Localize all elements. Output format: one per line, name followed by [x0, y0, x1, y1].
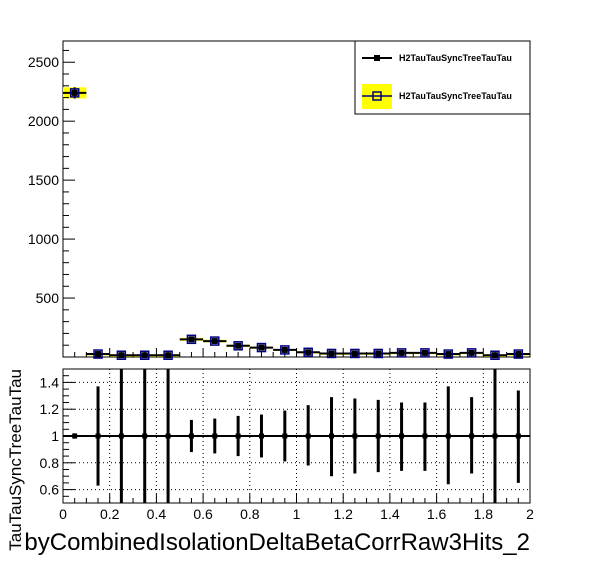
ratio-point — [469, 433, 475, 439]
ratio-point — [422, 433, 428, 439]
legend: H2TauTauSyncTreeTauTau H2TauTauSyncTreeT… — [354, 40, 531, 115]
data-point — [375, 350, 382, 357]
y-tick-label: 500 — [36, 290, 60, 306]
data-point — [211, 338, 218, 345]
legend-entry-2: H2TauTauSyncTreeTauTau — [362, 84, 512, 109]
ratio-points — [72, 369, 521, 503]
data-point-square — [116, 350, 127, 360]
ratio-point — [95, 433, 101, 439]
ratio-panel: 0.6 0.8 1 1.2 1.4 0 0.2 0.4 0.6 0.8 1 1.2 1.4 1.6 1.8… — [40, 368, 534, 522]
ratio-point — [188, 433, 194, 439]
data-point — [491, 352, 498, 359]
main-panel: 500 1000 1500 2000 2500 — [28, 40, 531, 360]
data-point-square — [303, 347, 313, 358]
ratio-point — [235, 433, 241, 439]
x-tick-label: 0.8 — [240, 506, 260, 522]
ratio-y-axis: 0.6 0.8 1 1.2 1.4 — [40, 368, 75, 504]
data-point-square — [513, 349, 524, 359]
ratio-point — [118, 433, 124, 439]
data-point-square — [163, 350, 173, 360]
ratio-point — [329, 433, 335, 439]
ratio-point — [399, 433, 405, 439]
data-point — [421, 349, 428, 356]
x-tick-label: 0.6 — [193, 506, 213, 522]
legend-label-2: H2TauTauSyncTreeTauTau — [399, 91, 512, 101]
ratio-point — [515, 433, 521, 439]
data-point-square — [93, 349, 103, 359]
ratio-point — [212, 433, 218, 439]
x-tick-label: 1.4 — [380, 506, 400, 522]
ratio-point — [165, 433, 171, 439]
data-point-square — [443, 349, 454, 359]
ratio-point — [142, 433, 148, 439]
legend-marker-icon — [374, 55, 380, 61]
ratio-point — [72, 433, 78, 439]
data-point — [398, 349, 405, 356]
legend-entry-1: H2TauTauSyncTreeTauTau — [362, 53, 512, 63]
data-point-square — [69, 88, 80, 98]
ratio-x-axis: 0 0.2 0.4 0.6 0.8 1 1.2 1.4 1.6 1.8 2 — [59, 494, 534, 522]
y-tick-label: 2000 — [28, 113, 59, 129]
ratio-y-tick-label: 1 — [51, 428, 59, 444]
y-tick-label: 1500 — [28, 172, 59, 188]
x-tick-label: 1.8 — [474, 506, 494, 522]
ratio-point — [305, 433, 311, 439]
main-y-axis: 500 1000 1500 2000 2500 — [28, 49, 75, 346]
main-series-squares — [69, 88, 524, 360]
x-tick-label: 2 — [526, 506, 534, 522]
data-point-square — [490, 350, 500, 360]
data-point-square — [466, 348, 477, 358]
data-point — [71, 89, 78, 96]
x-axis-title: byCombinedIsolationDeltaBetaCorrRaw3Hits… — [24, 529, 530, 556]
data-point-square — [373, 348, 383, 359]
data-point-square — [280, 345, 290, 355]
data-point — [515, 351, 522, 358]
ratio-point — [492, 433, 498, 439]
legend-square-icon — [372, 91, 382, 101]
data-point — [328, 350, 335, 357]
ratio-point — [375, 433, 381, 439]
data-point — [95, 351, 102, 358]
data-point — [141, 352, 148, 359]
x-tick-label: 0.2 — [100, 506, 120, 522]
data-point — [468, 349, 475, 356]
x-tick-label: 1 — [293, 506, 301, 522]
data-point-square — [256, 342, 267, 353]
data-point — [118, 352, 125, 359]
data-point — [281, 346, 288, 353]
data-point-square — [139, 350, 150, 360]
x-tick-label: 1.2 — [333, 506, 353, 522]
ratio-y-tick-label: 0.8 — [40, 455, 60, 471]
x-tick-label: 0 — [59, 506, 67, 522]
data-point — [305, 349, 312, 356]
y-tick-label: 2500 — [28, 54, 59, 70]
data-point-square — [186, 334, 197, 345]
main-series-markers — [63, 87, 530, 359]
data-point-square — [233, 341, 243, 351]
data-point — [188, 336, 195, 343]
data-point-square — [210, 336, 220, 346]
data-point-square — [326, 348, 337, 359]
ratio-point — [445, 433, 451, 439]
y-tick-label: 1000 — [28, 231, 59, 247]
ratio-point — [282, 433, 288, 439]
ratio-y-tick-label: 1.2 — [40, 401, 60, 417]
data-point-square — [420, 348, 430, 358]
data-point-square — [350, 348, 360, 359]
data-point — [165, 352, 172, 359]
legend-label-1: H2TauTauSyncTreeTauTau — [399, 53, 512, 63]
ratio-y-tick-label: 1.4 — [40, 374, 60, 390]
data-point — [235, 342, 242, 349]
data-point — [351, 350, 358, 357]
ratio-point — [258, 433, 264, 439]
data-point — [258, 344, 265, 351]
data-point-square — [396, 348, 407, 358]
ratio-point — [352, 433, 358, 439]
data-point — [445, 351, 452, 358]
x-tick-label: 0.4 — [147, 506, 167, 522]
ratio-y-tick-label: 0.6 — [40, 482, 60, 498]
x-tick-label: 1.6 — [427, 506, 447, 522]
y-axis-title: TauTauSyncTreeTauTau — [6, 369, 25, 551]
